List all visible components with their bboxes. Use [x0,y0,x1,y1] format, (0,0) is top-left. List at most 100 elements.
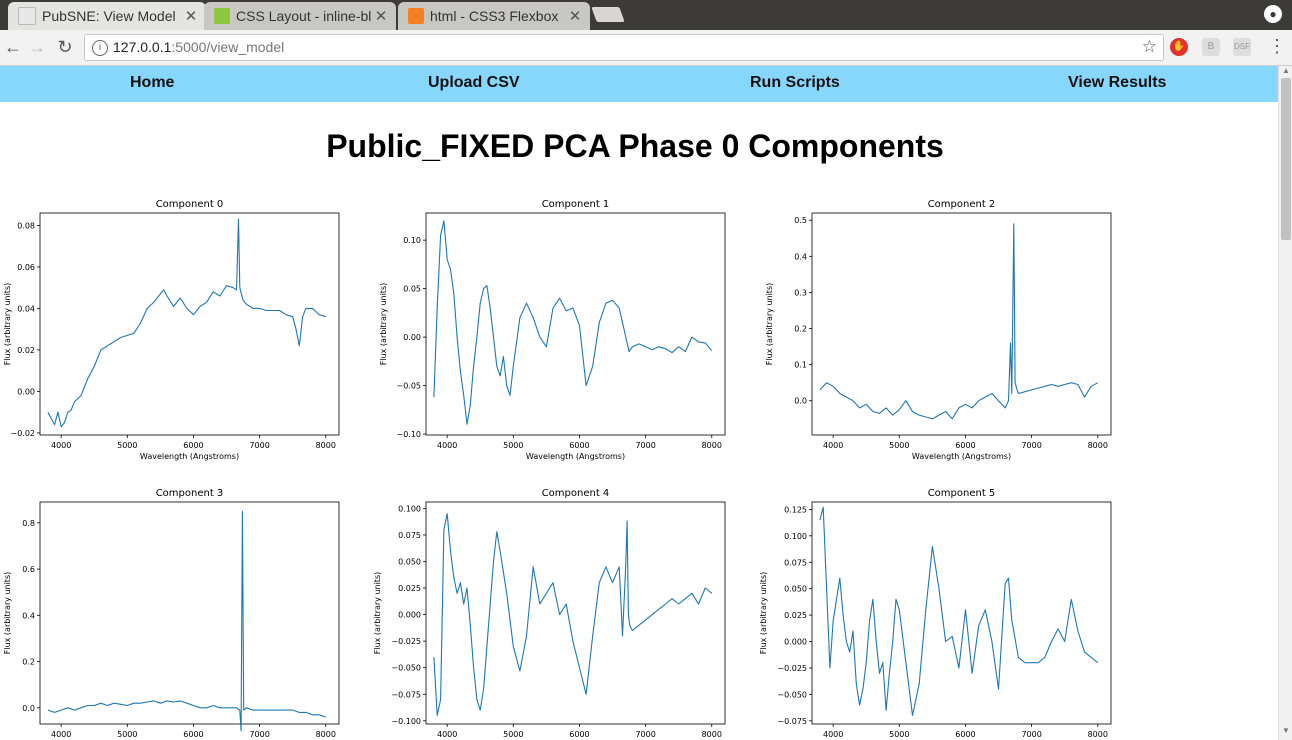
plot-frame [425,212,726,436]
x-tick-label: 5000 [503,730,523,739]
y-tick-label: −0.10 [396,430,421,439]
x-tick-label: 7000 [635,441,655,450]
x-tick-label: 6000 [955,441,975,450]
y-tick-label: 0.5 [794,216,807,225]
component-chart-5: Component 5 4000 5000 6000 7000 8000 −0.075 −0.… [756,482,1122,740]
close-tab-icon[interactable]: ✕ [184,8,198,25]
x-tick-label: 6000 [955,730,975,739]
y-axis-label: Flux (arbitrary units) [3,572,12,654]
x-tick-label: 8000 [702,441,722,450]
y-tick-label: 0.2 [794,325,807,334]
x-tick-label: 4000 [51,441,71,450]
reload-icon[interactable]: ↻ [57,37,73,57]
y-tick-label: 0.04 [17,304,35,313]
url-text[interactable]: 127.0.0.1:5000/view_model [113,39,284,55]
chart-title: Component 5 [928,488,996,499]
x-tick-label: 8000 [316,730,336,739]
x-tick-label: 5000 [889,441,909,450]
y-tick-label: 0.000 [398,611,421,620]
site-nav-bar: Home Upload CSV Run Scripts View Results [0,66,1278,102]
url-host: 127.0.0.1 [113,39,172,55]
bookmark-star-icon[interactable]: ☆ [1141,37,1157,56]
browser-tab-strip: PubSNE: View Model ✕ CSS Layout - inline… [0,0,1292,30]
x-tick-label: 8000 [702,730,722,739]
component-chart-2: Component 2 4000 5000 6000 7000 8000 0.0 0.1 0.2… [762,193,1122,465]
y-tick-label: 0.050 [784,585,807,594]
address-bar[interactable]: i 127.0.0.1:5000/view_model ☆ [84,34,1164,61]
y-tick-label: 0.025 [784,611,807,620]
y-tick-label: −0.050 [777,690,807,699]
y-tick-label: 0.1 [794,361,807,370]
browser-tab-1[interactable]: CSS Layout - inline-block ✕ [204,2,396,30]
y-tick-label: 0.125 [784,505,807,514]
y-tick-label: −0.075 [777,717,807,726]
plot-frame [425,501,726,725]
y-tick-label: −0.050 [391,664,421,673]
x-tick-label: 7000 [249,441,269,450]
close-tab-icon[interactable]: ✕ [568,8,582,25]
y-tick-label: 0.2 [22,658,35,667]
tab-title: CSS Layout - inline-block [236,8,372,24]
nav-upload-csv-link[interactable]: Upload CSV [428,74,520,91]
profile-icon[interactable]: ● [1264,5,1282,23]
series-line [819,223,1099,420]
nav-home-link[interactable]: Home [130,74,175,91]
back-arrow-icon[interactable]: ← [4,37,22,57]
info-icon[interactable]: i [92,40,108,56]
new-tab-button[interactable] [591,7,625,22]
nav-run-scripts-link[interactable]: Run Scripts [750,74,840,91]
y-tick-label: 0.075 [398,531,421,540]
adblock-extension-icon[interactable]: ✋ [1170,38,1188,56]
y-tick-label: 0.06 [17,263,35,272]
y-tick-label: 0.02 [17,346,35,355]
x-tick-label: 7000 [635,730,655,739]
y-tick-label: 0.0 [794,397,807,406]
x-axis-label: Wavelength (Angstroms) [526,452,625,461]
forward-arrow-icon[interactable]: → [28,37,46,57]
page-scrollbar[interactable]: ▲ ▼ [1278,66,1292,740]
y-tick-label: −0.02 [10,429,35,438]
scroll-thumb[interactable] [1281,78,1291,240]
browser-tab-0[interactable]: PubSNE: View Model ✕ [8,2,206,30]
x-tick-label: 6000 [569,730,589,739]
extension-icon[interactable]: DSF [1233,38,1251,56]
x-tick-label: 7000 [1021,730,1041,739]
x-tick-label: 5000 [117,441,137,450]
series-line [433,220,713,425]
scroll-down-icon[interactable]: ▼ [1282,726,1290,735]
y-tick-label: 0.050 [398,557,421,566]
browser-menu-icon[interactable]: ⋮ [1268,36,1286,56]
close-tab-icon[interactable]: ✕ [374,8,388,25]
url-path: :5000/view_model [171,39,285,55]
series-line [819,506,1099,717]
scroll-up-icon[interactable]: ▲ [1282,66,1290,75]
chart-title: Component 4 [542,488,610,499]
nav-view-results-link[interactable]: View Results [1068,74,1167,91]
y-tick-label: 0.4 [22,611,35,620]
browser-tab-2[interactable]: html - CSS3 Flexbox ✕ [398,2,590,30]
chart-svg: Component 1 4000 5000 6000 7000 8000 −0.10 −0.0… [379,199,726,461]
x-tick-label: 4000 [823,730,843,739]
browser-toolbar: ← → ↻ i 127.0.0.1:5000/view_model ☆ ✋ B … [0,30,1292,66]
x-tick-label: 5000 [889,730,909,739]
x-tick-label: 7000 [249,730,269,739]
y-tick-label: 0.0 [22,704,35,713]
tab-title: PubSNE: View Model [42,8,176,24]
extension-icon[interactable]: B [1202,38,1220,56]
x-tick-label: 4000 [437,730,457,739]
series-line [47,510,326,732]
y-tick-label: 0.00 [403,333,421,342]
y-axis-label: Flux (arbitrary units) [759,572,768,654]
y-tick-label: −0.025 [391,637,421,646]
chart-title: Component 0 [156,199,224,210]
x-tick-label: 5000 [503,441,523,450]
component-chart-4: Component 4 4000 5000 6000 7000 8000 −0.100 −0.… [370,482,736,740]
y-tick-label: 0.6 [22,565,35,574]
chart-title: Component 2 [928,199,996,210]
component-chart-1: Component 1 4000 5000 6000 7000 8000 −0.10 −0.0… [376,193,736,465]
y-tick-label: 0.075 [784,558,807,567]
y-axis-label: Flux (arbitrary units) [3,283,12,365]
plot-frame [811,501,1112,725]
x-tick-label: 7000 [1021,441,1041,450]
plot-frame [39,501,340,725]
